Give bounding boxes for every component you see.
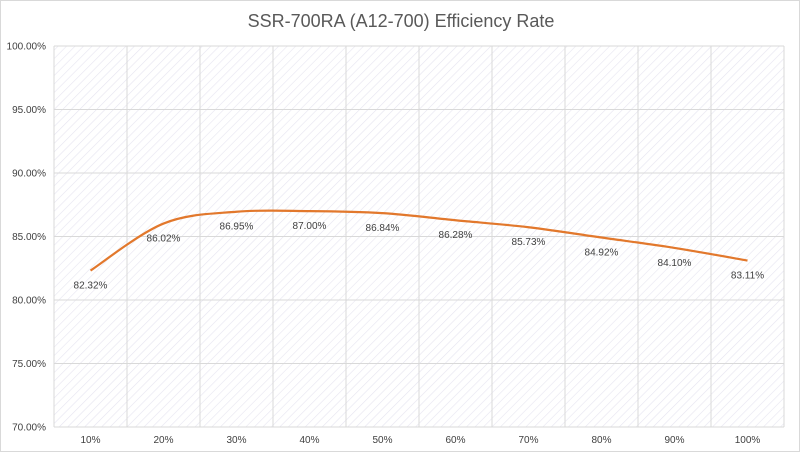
- data-label: 84.10%: [658, 258, 692, 269]
- chart-title: SSR-700RA (A12-700) Efficiency Rate: [248, 11, 555, 31]
- x-axis-ticks: 10% 20% 30% 40% 50% 60% 70% 80% 90% 100%: [80, 435, 760, 446]
- x-tick-label: 20%: [153, 435, 173, 446]
- y-tick-label: 75.00%: [12, 359, 46, 370]
- x-gridlines: [53, 46, 785, 427]
- data-label: 87.00%: [293, 221, 327, 232]
- y-tick-label: 85.00%: [12, 232, 46, 243]
- data-label: 86.95%: [220, 222, 254, 233]
- x-tick-label: 70%: [518, 435, 538, 446]
- y-tick-label: 90.00%: [12, 169, 46, 180]
- data-label: 85.73%: [512, 237, 546, 248]
- y-tick-label: 70.00%: [12, 423, 46, 434]
- x-tick-label: 80%: [591, 435, 611, 446]
- y-axis-ticks: 70.00% 75.00% 80.00% 85.00% 90.00% 95.00% 100.…: [7, 42, 47, 434]
- data-label: 82.32%: [74, 281, 108, 292]
- x-tick-label: 50%: [372, 435, 392, 446]
- x-tick-label: 10%: [80, 435, 100, 446]
- x-tick-label: 60%: [445, 435, 465, 446]
- data-label: 86.28%: [439, 230, 473, 241]
- data-label: 83.11%: [731, 271, 764, 282]
- y-tick-label: 95.00%: [12, 105, 46, 116]
- y-tick-label: 80.00%: [12, 296, 46, 307]
- efficiency-series-line: [89, 209, 748, 272]
- data-label: 86.84%: [366, 223, 400, 234]
- data-label: 86.02%: [147, 234, 181, 245]
- data-label: 84.92%: [585, 248, 619, 259]
- data-labels: 82.32% 86.02% 86.95% 87.00% 86.84% 86.28% 85.7…: [74, 221, 765, 291]
- y-tick-label: 100.00%: [7, 42, 47, 53]
- x-tick-label: 90%: [664, 435, 684, 446]
- x-tick-label: 30%: [226, 435, 246, 446]
- x-tick-label: 40%: [299, 435, 319, 446]
- x-tick-label: 100%: [735, 435, 761, 446]
